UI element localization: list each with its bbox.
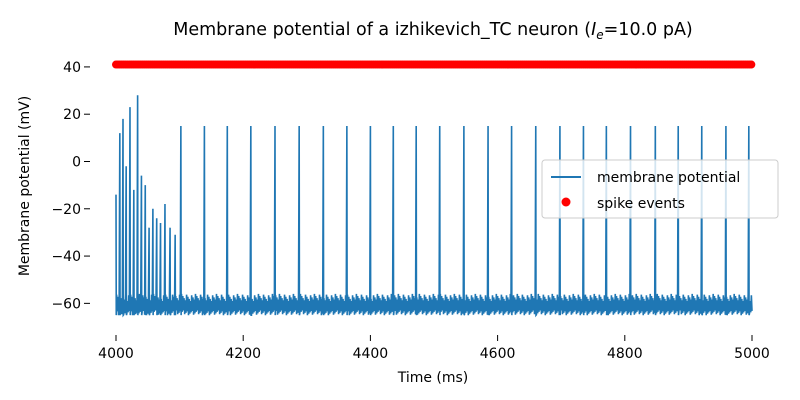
spike-events-series bbox=[112, 60, 756, 69]
chart-title-symbol: I bbox=[591, 20, 596, 40]
x-tick-label: 4200 bbox=[225, 346, 261, 362]
x-tick-label: 4800 bbox=[607, 346, 643, 362]
membrane-potential-line bbox=[115, 95, 753, 318]
chart-title-suffix: =10.0 pA) bbox=[604, 20, 693, 40]
chart-title: Membrane potential of a izhikevich_TC ne… bbox=[173, 20, 693, 42]
y-tick-label: 40 bbox=[63, 60, 81, 76]
legend-label-spike-events: spike events bbox=[597, 196, 685, 212]
legend: membrane potential spike events bbox=[541, 159, 779, 219]
chart-title-subscript: e bbox=[596, 28, 603, 42]
legend-box bbox=[541, 159, 779, 219]
y-tick-label: 20 bbox=[63, 107, 81, 123]
y-axis: −60 −40 −20 0 20 40 bbox=[51, 60, 90, 312]
chart-title-prefix: Membrane potential of a izhikevich_TC ne… bbox=[173, 20, 591, 40]
y-tick-label: −60 bbox=[51, 296, 81, 312]
y-tick-label: 0 bbox=[72, 154, 81, 170]
plot-area bbox=[115, 95, 753, 318]
legend-dot-swatch bbox=[561, 197, 571, 207]
spike-event-point bbox=[747, 60, 756, 69]
x-tick-label: 4000 bbox=[98, 346, 134, 362]
x-axis: 4000 4200 4400 4600 4800 5000 bbox=[98, 335, 770, 362]
legend-label-membrane-potential: membrane potential bbox=[597, 170, 740, 186]
y-tick-label: −40 bbox=[51, 249, 81, 265]
y-axis-label: Membrane potential (mV) bbox=[17, 96, 33, 276]
y-tick-label: −20 bbox=[51, 202, 81, 218]
x-axis-label: Time (ms) bbox=[397, 370, 469, 386]
x-tick-label: 4400 bbox=[353, 346, 389, 362]
x-tick-label: 5000 bbox=[734, 346, 770, 362]
x-tick-label: 4600 bbox=[480, 346, 516, 362]
